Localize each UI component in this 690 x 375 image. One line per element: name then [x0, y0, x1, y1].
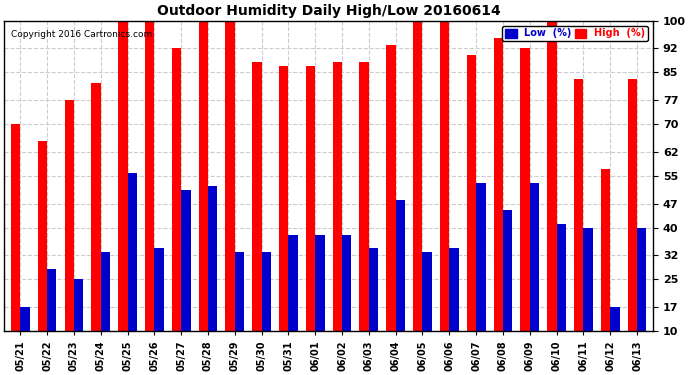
- Bar: [118, 21, 128, 331]
- Bar: [47, 269, 57, 331]
- Bar: [199, 21, 208, 331]
- Bar: [637, 228, 647, 331]
- Bar: [262, 252, 271, 331]
- Bar: [557, 224, 566, 331]
- Bar: [128, 172, 137, 331]
- Legend: Low  (%), High  (%): Low (%), High (%): [502, 26, 648, 41]
- Bar: [226, 21, 235, 331]
- Bar: [253, 62, 262, 331]
- Bar: [503, 210, 513, 331]
- Bar: [610, 307, 620, 331]
- Bar: [74, 279, 83, 331]
- Bar: [20, 307, 30, 331]
- Bar: [601, 169, 610, 331]
- Bar: [520, 48, 530, 331]
- Bar: [181, 190, 190, 331]
- Bar: [155, 248, 164, 331]
- Bar: [440, 21, 449, 331]
- Bar: [359, 62, 369, 331]
- Bar: [574, 80, 583, 331]
- Bar: [306, 66, 315, 331]
- Bar: [449, 248, 459, 331]
- Bar: [172, 48, 181, 331]
- Bar: [466, 55, 476, 331]
- Bar: [628, 80, 637, 331]
- Bar: [145, 21, 155, 331]
- Bar: [342, 235, 351, 331]
- Bar: [493, 38, 503, 331]
- Title: Outdoor Humidity Daily High/Low 20160614: Outdoor Humidity Daily High/Low 20160614: [157, 4, 500, 18]
- Bar: [208, 186, 217, 331]
- Bar: [333, 62, 342, 331]
- Bar: [91, 83, 101, 331]
- Bar: [395, 200, 405, 331]
- Bar: [235, 252, 244, 331]
- Bar: [38, 141, 47, 331]
- Bar: [413, 21, 422, 331]
- Bar: [547, 21, 557, 331]
- Bar: [64, 100, 74, 331]
- Bar: [288, 235, 298, 331]
- Bar: [315, 235, 324, 331]
- Bar: [386, 45, 395, 331]
- Bar: [101, 252, 110, 331]
- Bar: [11, 124, 20, 331]
- Bar: [422, 252, 432, 331]
- Bar: [476, 183, 486, 331]
- Bar: [369, 248, 378, 331]
- Bar: [583, 228, 593, 331]
- Bar: [279, 66, 288, 331]
- Text: Copyright 2016 Cartronics.com: Copyright 2016 Cartronics.com: [10, 30, 152, 39]
- Bar: [530, 183, 539, 331]
